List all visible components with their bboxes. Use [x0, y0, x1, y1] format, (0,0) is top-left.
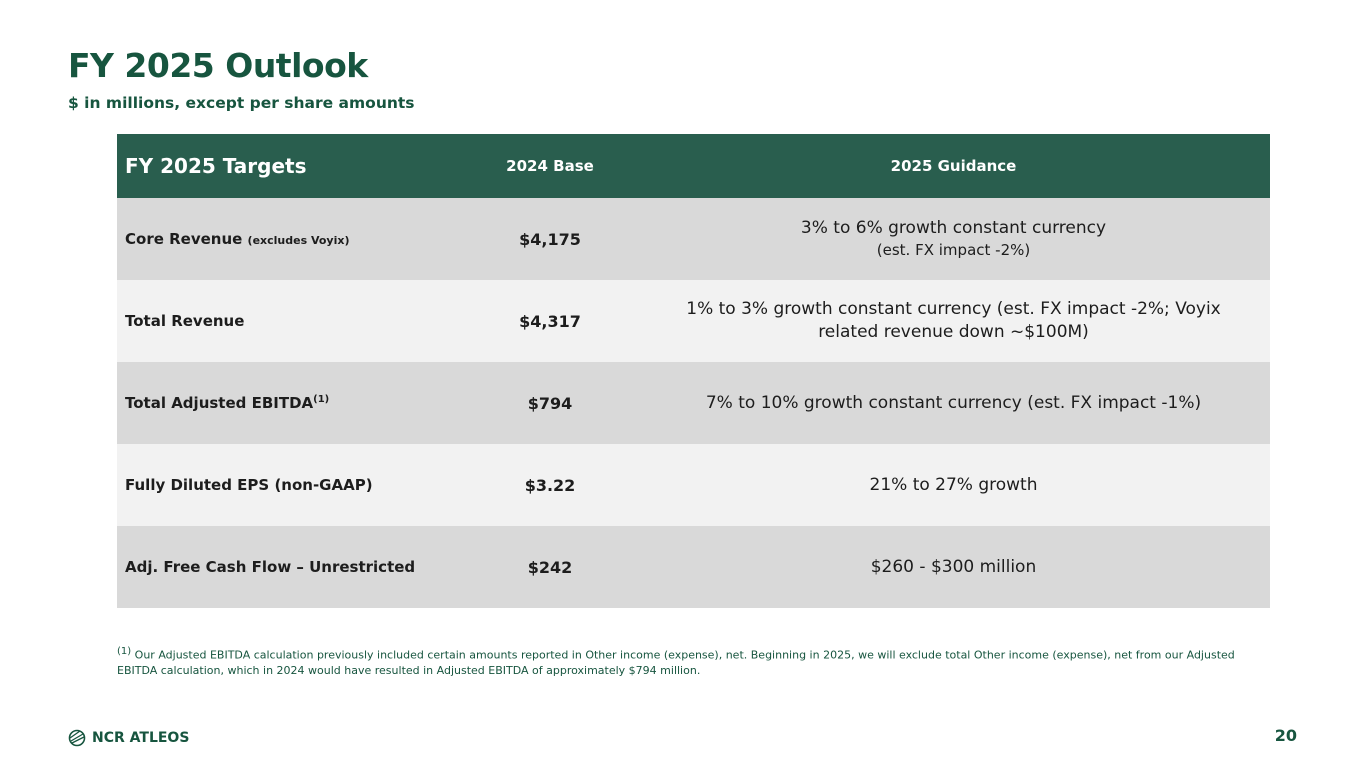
row-guidance: 3% to 6% growth constant currency (est. F…: [637, 198, 1270, 280]
row-base: $4,317: [463, 280, 637, 362]
outlook-table: FY 2025 Targets 2024 Base 2025 Guidance …: [117, 134, 1270, 608]
row-base: $242: [463, 526, 637, 608]
footnote: (1) Our Adjusted EBITDA calculation prev…: [117, 646, 1235, 678]
page-number: 20: [1274, 726, 1297, 745]
row-label: Core Revenue (excludes Voyix): [117, 198, 463, 280]
row-label: Fully Diluted EPS (non-GAAP): [117, 444, 463, 526]
table-row: Total Revenue $4,317 1% to 3% growth con…: [117, 280, 1270, 362]
table-row: Total Adjusted EBITDA(1) $794 7% to 10% …: [117, 362, 1270, 444]
table-row: Core Revenue (excludes Voyix) $4,175 3% …: [117, 198, 1270, 280]
row-guidance: 1% to 3% growth constant currency (est. …: [637, 280, 1270, 362]
row-label: Adj. Free Cash Flow – Unrestricted: [117, 526, 463, 608]
row-label: Total Revenue: [117, 280, 463, 362]
row-guidance: 21% to 27% growth: [637, 444, 1270, 526]
header-guidance: 2025 Guidance: [637, 134, 1270, 198]
table-row: Adj. Free Cash Flow – Unrestricted $242 …: [117, 526, 1270, 608]
row-guidance: $260 - $300 million: [637, 526, 1270, 608]
table-header: FY 2025 Targets 2024 Base 2025 Guidance: [117, 134, 1270, 198]
row-base: $4,175: [463, 198, 637, 280]
row-base: $3.22: [463, 444, 637, 526]
company-logo: NCR ATLEOS: [68, 729, 189, 747]
header-targets: FY 2025 Targets: [117, 134, 463, 198]
header-base: 2024 Base: [463, 134, 637, 198]
row-base: $794: [463, 362, 637, 444]
footnote-ref: (1): [313, 394, 330, 405]
table-row: Fully Diluted EPS (non-GAAP) $3.22 21% t…: [117, 444, 1270, 526]
row-guidance: 7% to 10% growth constant currency (est.…: [637, 362, 1270, 444]
page-subtitle: $ in millions, except per share amounts: [68, 94, 415, 112]
globe-icon: [68, 729, 86, 747]
page-title: FY 2025 Outlook: [68, 46, 368, 85]
row-label: Total Adjusted EBITDA(1): [117, 362, 463, 444]
row-label-note: (excludes Voyix): [247, 234, 350, 247]
logo-text: NCR ATLEOS: [92, 730, 190, 746]
